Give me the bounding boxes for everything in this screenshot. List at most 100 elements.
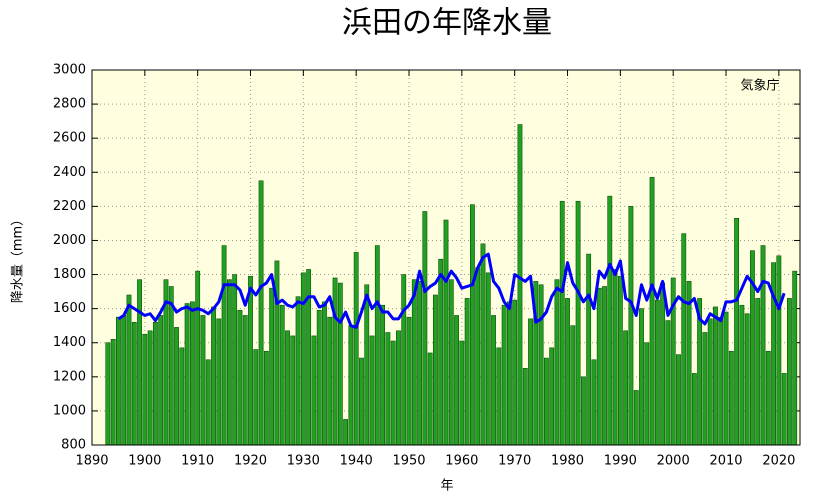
bar [644, 342, 650, 446]
bar [211, 306, 216, 446]
bar [263, 350, 269, 446]
bar [179, 347, 185, 446]
bar [269, 287, 275, 446]
bar [142, 333, 148, 446]
x-tick-label: 1980 [551, 454, 584, 469]
bar [554, 279, 560, 446]
bar [739, 304, 745, 446]
bar [765, 350, 771, 446]
bar [580, 376, 586, 446]
bar [470, 204, 475, 446]
x-tick-label: 1920 [234, 454, 267, 469]
bar [591, 359, 597, 446]
bar [485, 272, 491, 446]
bar [168, 286, 174, 446]
bar [760, 245, 766, 446]
bar [137, 279, 142, 446]
bar [723, 311, 729, 446]
bar [189, 301, 195, 446]
y-tick-label: 1400 [53, 335, 86, 350]
bar [686, 281, 692, 446]
bar [496, 347, 502, 446]
bar [427, 352, 433, 446]
plot-frame [91, 69, 801, 446]
bar [559, 200, 565, 446]
bar [612, 269, 618, 446]
y-tick-label: 3000 [53, 63, 86, 78]
bar [295, 296, 301, 446]
bar [607, 195, 613, 446]
bar [776, 255, 782, 446]
bar [491, 315, 496, 446]
x-tick-label: 2010 [709, 454, 742, 469]
bar [707, 318, 713, 446]
bar [374, 245, 380, 446]
bar [226, 279, 232, 446]
bar [480, 243, 486, 446]
bar [152, 321, 158, 446]
bar [454, 315, 459, 446]
bar [380, 304, 386, 446]
bar [443, 219, 449, 446]
x-tick-label: 2020 [762, 454, 795, 469]
x-tick-label: 2000 [657, 454, 690, 469]
bar [205, 359, 211, 446]
y-tick-label: 2400 [53, 165, 86, 180]
bar [438, 258, 444, 446]
annotation: 気象庁 [740, 78, 779, 94]
x-tick-label: 1960 [445, 454, 478, 469]
bar [633, 390, 639, 446]
bar [512, 299, 518, 446]
bar [242, 315, 248, 446]
bar [184, 303, 190, 446]
bar [506, 301, 512, 446]
bar [195, 270, 201, 446]
bar [517, 124, 523, 446]
bar [617, 275, 623, 446]
bar [316, 310, 322, 446]
bar [575, 200, 581, 446]
bar [406, 316, 412, 446]
bar [290, 335, 296, 446]
bar [787, 298, 792, 446]
x-tick-label: 1950 [392, 454, 425, 469]
bar [121, 315, 127, 446]
bar [311, 335, 317, 446]
x-tick-label: 1970 [498, 454, 531, 469]
y-tick-label: 2600 [53, 131, 86, 146]
bar [422, 211, 428, 446]
x-tick-label: 1940 [340, 454, 373, 469]
bar [216, 318, 222, 446]
y-tick-label: 1200 [53, 369, 86, 384]
bar [401, 274, 407, 446]
bar [781, 373, 787, 446]
moving-average-line [117, 252, 786, 329]
bar [744, 313, 750, 446]
bar [353, 252, 359, 446]
bar [586, 253, 592, 446]
bar [543, 357, 549, 446]
y-tick-label: 1800 [53, 267, 86, 282]
x-tick-label: 1910 [181, 454, 214, 469]
bar [253, 349, 259, 446]
bar [126, 294, 132, 446]
y-tick-label: 2200 [53, 199, 86, 214]
bar [528, 318, 533, 446]
bar [448, 279, 454, 446]
bar [676, 354, 681, 446]
bar [681, 233, 687, 446]
bar [364, 284, 370, 446]
bar [501, 304, 507, 446]
y-tick-label: 1000 [53, 403, 86, 418]
bar [464, 298, 470, 446]
y-tick-label: 800 [61, 438, 86, 453]
y-tick-label: 2000 [53, 233, 86, 248]
bar [792, 270, 798, 446]
bar [322, 301, 327, 446]
bar [279, 304, 285, 446]
bar [549, 347, 555, 446]
bar [538, 284, 544, 446]
bar [623, 330, 629, 446]
bar [221, 245, 227, 446]
